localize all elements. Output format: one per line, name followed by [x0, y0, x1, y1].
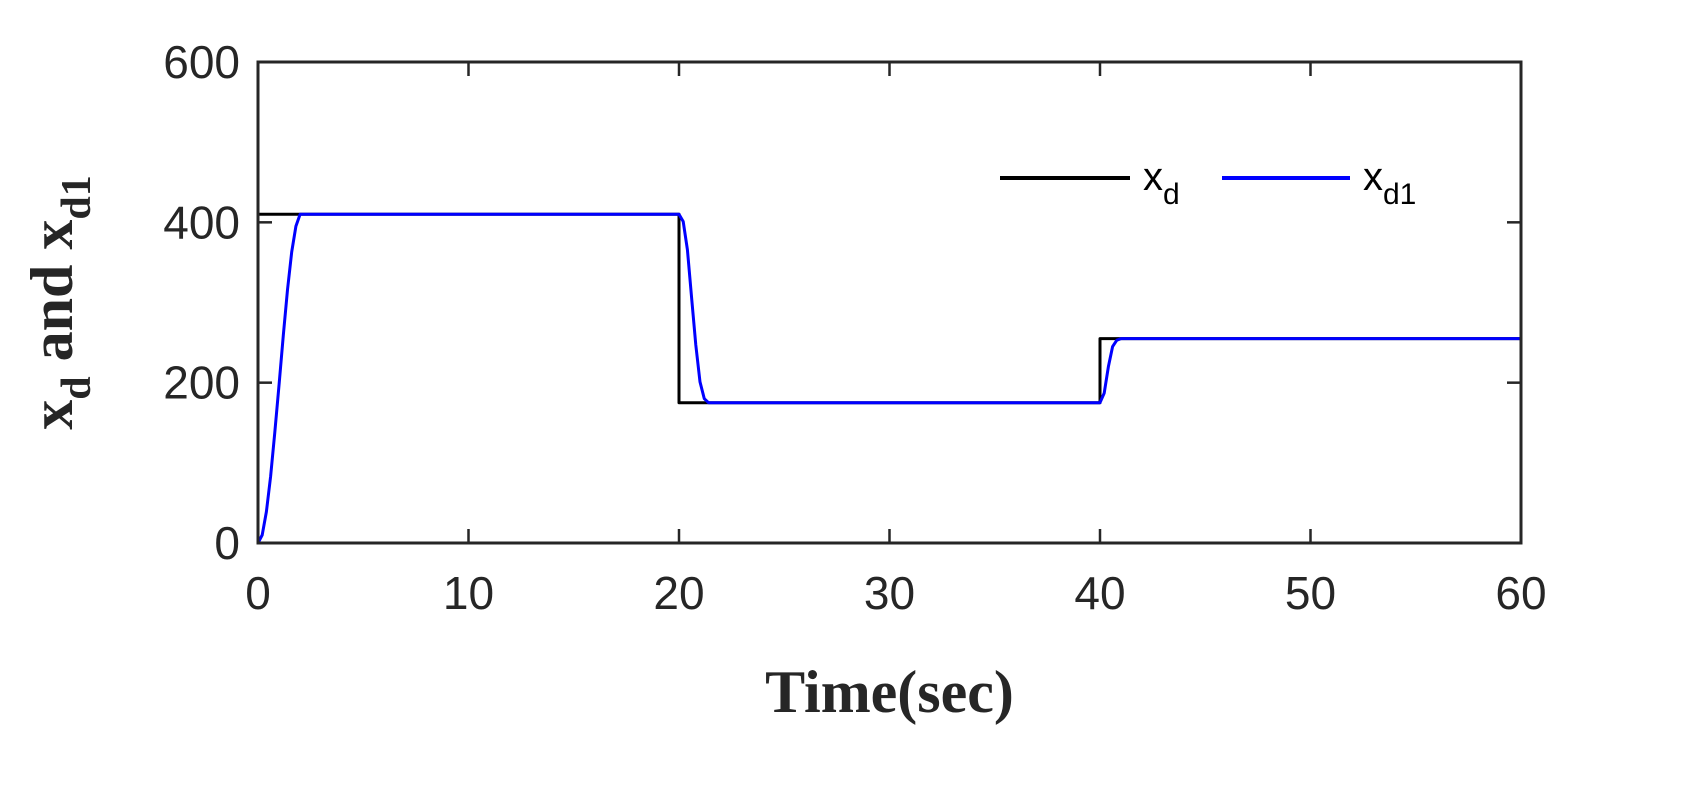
x-tick-label: 10: [443, 567, 494, 619]
y-tick-label: 600: [163, 36, 240, 88]
y-axis-title-subscript: d: [54, 376, 100, 399]
y-axis-title-text: x: [19, 400, 85, 430]
x-tick-label: 50: [1285, 567, 1336, 619]
y-tick-label: 0: [214, 517, 240, 569]
legend: xd xd1: [1000, 155, 1416, 211]
x-tick-label: 60: [1495, 567, 1546, 619]
x-axis-title: Time(sec): [765, 659, 1014, 725]
x-tick-label: 20: [653, 567, 704, 619]
axes-layer: [256, 60, 1523, 545]
y-tick-label: 200: [163, 357, 240, 409]
series-line-xd1: [256, 212, 1521, 544]
legend-label-xd1: xd1: [1363, 155, 1416, 211]
y-axis-title-subscript: d1: [54, 175, 100, 219]
legend-label-base: x: [1363, 155, 1383, 199]
y-tick-label: 400: [163, 196, 240, 248]
legend-label-subscript: d1: [1383, 178, 1416, 211]
legend-label-xd: xd: [1143, 155, 1180, 211]
y-axis-title: xd and xd1: [19, 175, 100, 429]
x-tick-label: 30: [864, 567, 915, 619]
legend-label-base: x: [1143, 155, 1163, 199]
x-tick-label: 0: [245, 567, 271, 619]
x-tick-label: 40: [1074, 567, 1125, 619]
legend-label-subscript: d: [1163, 178, 1180, 211]
y-axis-title-text: and x: [19, 220, 85, 377]
